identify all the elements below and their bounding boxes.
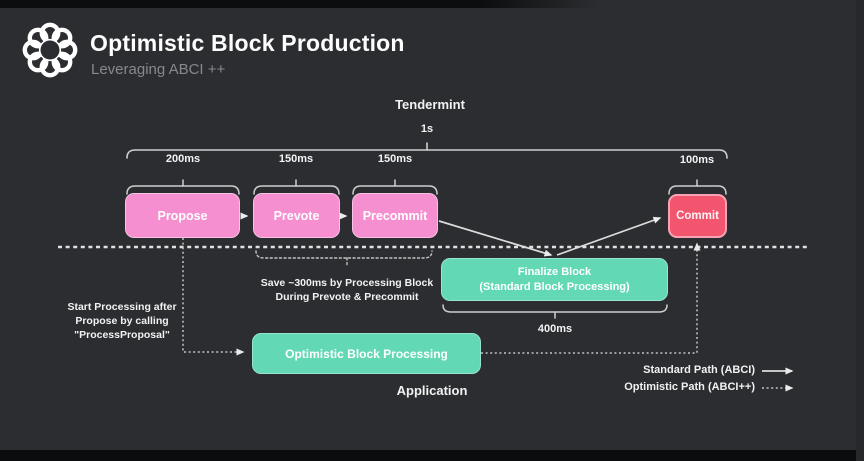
timing-label-propose: 200ms (165, 153, 201, 165)
knot-ring-logo-icon (22, 22, 78, 78)
note-start-processing: Start Processing after Propose by callin… (42, 300, 202, 343)
block-precommit: Precommit (352, 193, 438, 238)
block-prevote: Prevote (253, 193, 340, 238)
block-propose: Propose (125, 193, 240, 238)
letterbox-bottom (0, 450, 864, 461)
page-title: Optimistic Block Production (90, 30, 405, 56)
letterbox-top (0, 0, 600, 8)
brace-finalize-400ms (442, 304, 668, 319)
layer-label-tendermint: Tendermint (395, 97, 465, 112)
timing-label-finalize: 400ms (537, 323, 573, 335)
note-save-300ms: Save ~300ms by Processing Block During P… (227, 276, 467, 304)
timing-label-commit: 100ms (679, 154, 715, 166)
timing-label-total: 1s (420, 123, 434, 135)
block-finalize: Finalize Block (Standard Block Processin… (441, 258, 668, 301)
note-start-line-1: Start Processing after (67, 301, 177, 313)
arrow-finalize-to-commit (556, 216, 662, 256)
layer-label-application: Application (396, 383, 468, 398)
timing-label-prevote: 150ms (278, 153, 314, 165)
arrow-propose-to-optimistic-dotted (182, 238, 245, 356)
brace-total-1s (126, 142, 728, 159)
block-optimistic-processing: Optimistic Block Processing (252, 333, 481, 374)
legend-standard-path-label: Standard Path (ABCI) (643, 364, 755, 376)
brace-prevote-150ms (253, 179, 340, 195)
brace-propose-200ms (126, 179, 240, 195)
note-save-line-2: During Prevote & Precommit (275, 291, 419, 304)
note-save-line-1: Save ~300ms by Processing Block (260, 277, 434, 289)
timing-label-precommit: 150ms (377, 153, 413, 165)
page-subtitle: Leveraging ABCI ++ (91, 61, 226, 78)
brace-precommit-150ms (352, 179, 438, 195)
finalize-line-1: Finalize Block (517, 265, 592, 278)
finalize-line-2: (Standard Block Processing) (479, 280, 630, 293)
block-commit: Commit (668, 194, 727, 238)
brace-save-300ms-dotted (255, 250, 433, 266)
arrow-precommit-to-finalize (438, 220, 553, 257)
letterbox-right (856, 0, 864, 461)
note-start-line-2: Propose by calling (75, 315, 169, 328)
note-start-line-3: "ProcessProposal" (74, 329, 170, 342)
legend-optimistic-path-label: Optimistic Path (ABCI++) (624, 381, 755, 393)
brace-commit-100ms (668, 179, 727, 195)
